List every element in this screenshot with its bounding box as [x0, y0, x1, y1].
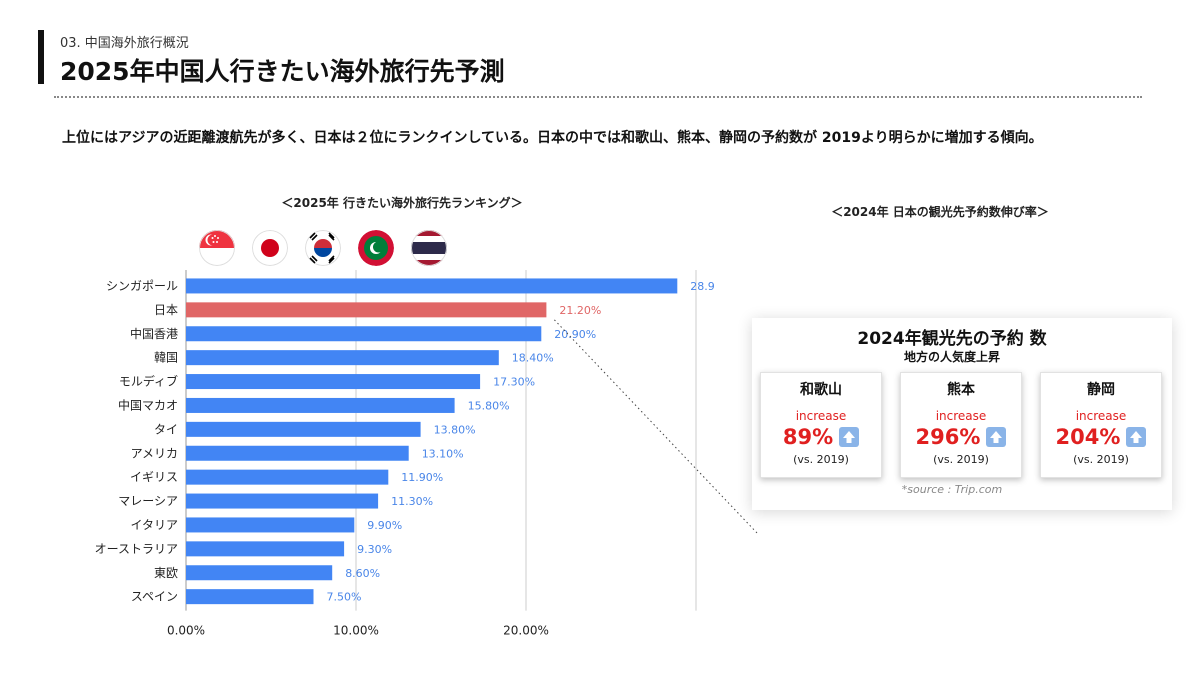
thailand-flag-icon [411, 230, 447, 266]
category-label: 中国マカオ [118, 397, 178, 412]
panel-title: 2024年観光先の予約 数 [857, 329, 1047, 349]
destination-ranking-chart: 0.00% 10.00% 20.00% シンガポール 28.9 日本 21.20% 中国香港 2… [95, 270, 759, 638]
data-label: 13.10% [422, 447, 464, 460]
connector-line [554, 319, 759, 535]
city-name: 静岡 [1087, 382, 1115, 398]
data-label: 15.80% [468, 399, 510, 412]
data-label: 9.90% [367, 519, 402, 532]
data-label: 11.30% [391, 495, 433, 508]
category-label: オーストラリア [95, 542, 178, 556]
korea-flag-icon [305, 230, 341, 266]
bar [186, 589, 314, 605]
city-name: 和歌山 [800, 382, 842, 398]
baseline-label: (vs. 2019) [933, 453, 989, 466]
section-label: 03. 中国海外旅行概況 [60, 36, 189, 51]
divider [54, 96, 1142, 98]
data-label: 13.80% [434, 423, 476, 436]
data-label: 11.90% [401, 471, 443, 484]
bar [186, 493, 379, 509]
panel-subtitle: 地方の人気度上昇 [903, 350, 1000, 364]
summary-text: 上位にはアジアの近距離渡航先が多く、日本は２位にランクインしている。日本の中では… [62, 130, 1043, 146]
data-label: 7.50% [327, 591, 362, 604]
bar [186, 445, 409, 461]
singapore-flag-icon [199, 230, 235, 266]
bar [186, 565, 333, 581]
category-label: シンガポール [106, 279, 178, 293]
data-label: 8.60% [345, 567, 380, 580]
x-tick-label: 0.00% [167, 624, 205, 638]
chart-title: ＜2025年 行きたい海外旅行先ランキング＞ [281, 196, 523, 210]
increase-label: increase [1075, 409, 1127, 423]
bar [186, 541, 345, 557]
category-label: マレーシア [118, 494, 178, 508]
bar [186, 397, 455, 413]
city-card-kumamoto: 熊本 increase 296% (vs. 2019) [900, 372, 1022, 478]
bar [186, 278, 678, 294]
baseline-label: (vs. 2019) [793, 453, 849, 466]
source-note: *source : Trip.com [901, 483, 1003, 496]
data-label: 9.30% [357, 543, 392, 556]
category-label: 中国香港 [130, 326, 178, 341]
bar [186, 517, 355, 533]
data-label: 18.40% [512, 352, 554, 365]
japan-flag-icon [252, 230, 288, 266]
growth-panel: 2024年観光先の予約 数 地方の人気度上昇 和歌山 increase 89% … [752, 318, 1172, 510]
data-label: 20.90% [554, 328, 596, 341]
increase-value: 89% [782, 425, 834, 449]
category-label: タイ [154, 422, 178, 436]
category-label: イギリス [130, 470, 178, 484]
bar [186, 374, 481, 390]
bar [186, 350, 499, 366]
bar [186, 326, 542, 342]
increase-value: 296% [915, 425, 981, 449]
increase-label: increase [795, 409, 847, 423]
category-label: アメリカ [131, 446, 178, 460]
category-label: モルディブ [119, 374, 178, 389]
baseline-label: (vs. 2019) [1073, 453, 1129, 466]
arrow-up-icon [986, 427, 1007, 447]
bar [186, 302, 547, 318]
data-label: 28.9 [690, 280, 715, 293]
category-label: 東欧 [154, 566, 178, 580]
accent-bar [38, 30, 44, 84]
category-label: スペイン [131, 590, 178, 604]
maldives-flag-icon [358, 230, 394, 266]
page-title: 2025年中国人行きたい海外旅行先予測 [60, 57, 505, 86]
bar [186, 469, 389, 485]
data-label: 21.20% [559, 304, 601, 317]
category-label: 韓国 [154, 351, 178, 365]
category-label: 日本 [154, 303, 178, 317]
bar [186, 421, 421, 437]
increase-label: increase [935, 409, 987, 423]
arrow-up-icon [1126, 427, 1147, 447]
increase-value: 204% [1055, 425, 1121, 449]
x-tick-label: 20.00% [503, 624, 549, 638]
category-label: イタリア [130, 518, 178, 532]
x-tick-label: 10.00% [333, 624, 379, 638]
arrow-up-icon [839, 427, 860, 447]
city-card-shizuoka: 静岡 increase 204% (vs. 2019) [1040, 372, 1162, 478]
data-label: 17.30% [493, 376, 535, 389]
city-card-wakayama: 和歌山 increase 89% (vs. 2019) [760, 372, 882, 478]
growth-heading: ＜2024年 日本の観光先予約数伸び率＞ [831, 205, 1049, 219]
city-name: 熊本 [947, 382, 975, 398]
